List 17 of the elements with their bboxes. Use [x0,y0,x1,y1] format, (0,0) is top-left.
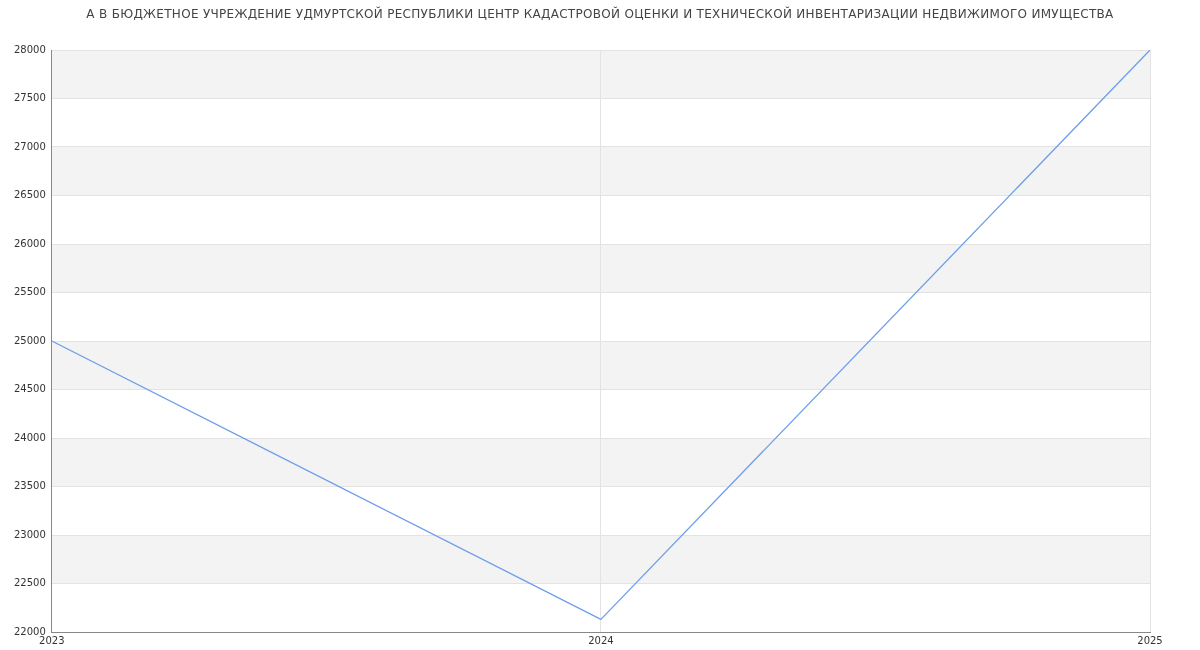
y-tick-label: 28000 [14,43,46,55]
y-tick-label: 22500 [14,577,46,589]
y-tick-label: 26000 [14,237,46,249]
y-tick-label: 22000 [14,625,46,637]
x-tick-label: 2023 [39,634,65,646]
x-tick-label: 2024 [588,634,614,646]
y-tick-label: 24500 [14,383,46,395]
x-tick-label: 2025 [1137,634,1163,646]
y-tick-label: 25500 [14,286,46,298]
y-tick-label: 25000 [14,334,46,346]
y-tick-label: 27000 [14,140,46,152]
y-tick-label: 27500 [14,92,46,104]
y-tick-label: 23500 [14,480,46,492]
chart-title: А В БЮДЖЕТНОЕ УЧРЕЖДЕНИЕ УДМУРТСКОЙ РЕСПУБЛИКИ ЦЕНТР КАДАСТРОВОЙ ОЦЕНКИ И ТЕХНИЧЕСКОЙ ИНВЕНТАРИЗАЦИИ НЕДВИЖИМОГО ИМУЩЕСТВА [85,5,1115,23]
y-tick-label: 26500 [14,189,46,201]
y-tick-label: 23000 [14,528,46,540]
y-tick-label: 24000 [14,431,46,443]
